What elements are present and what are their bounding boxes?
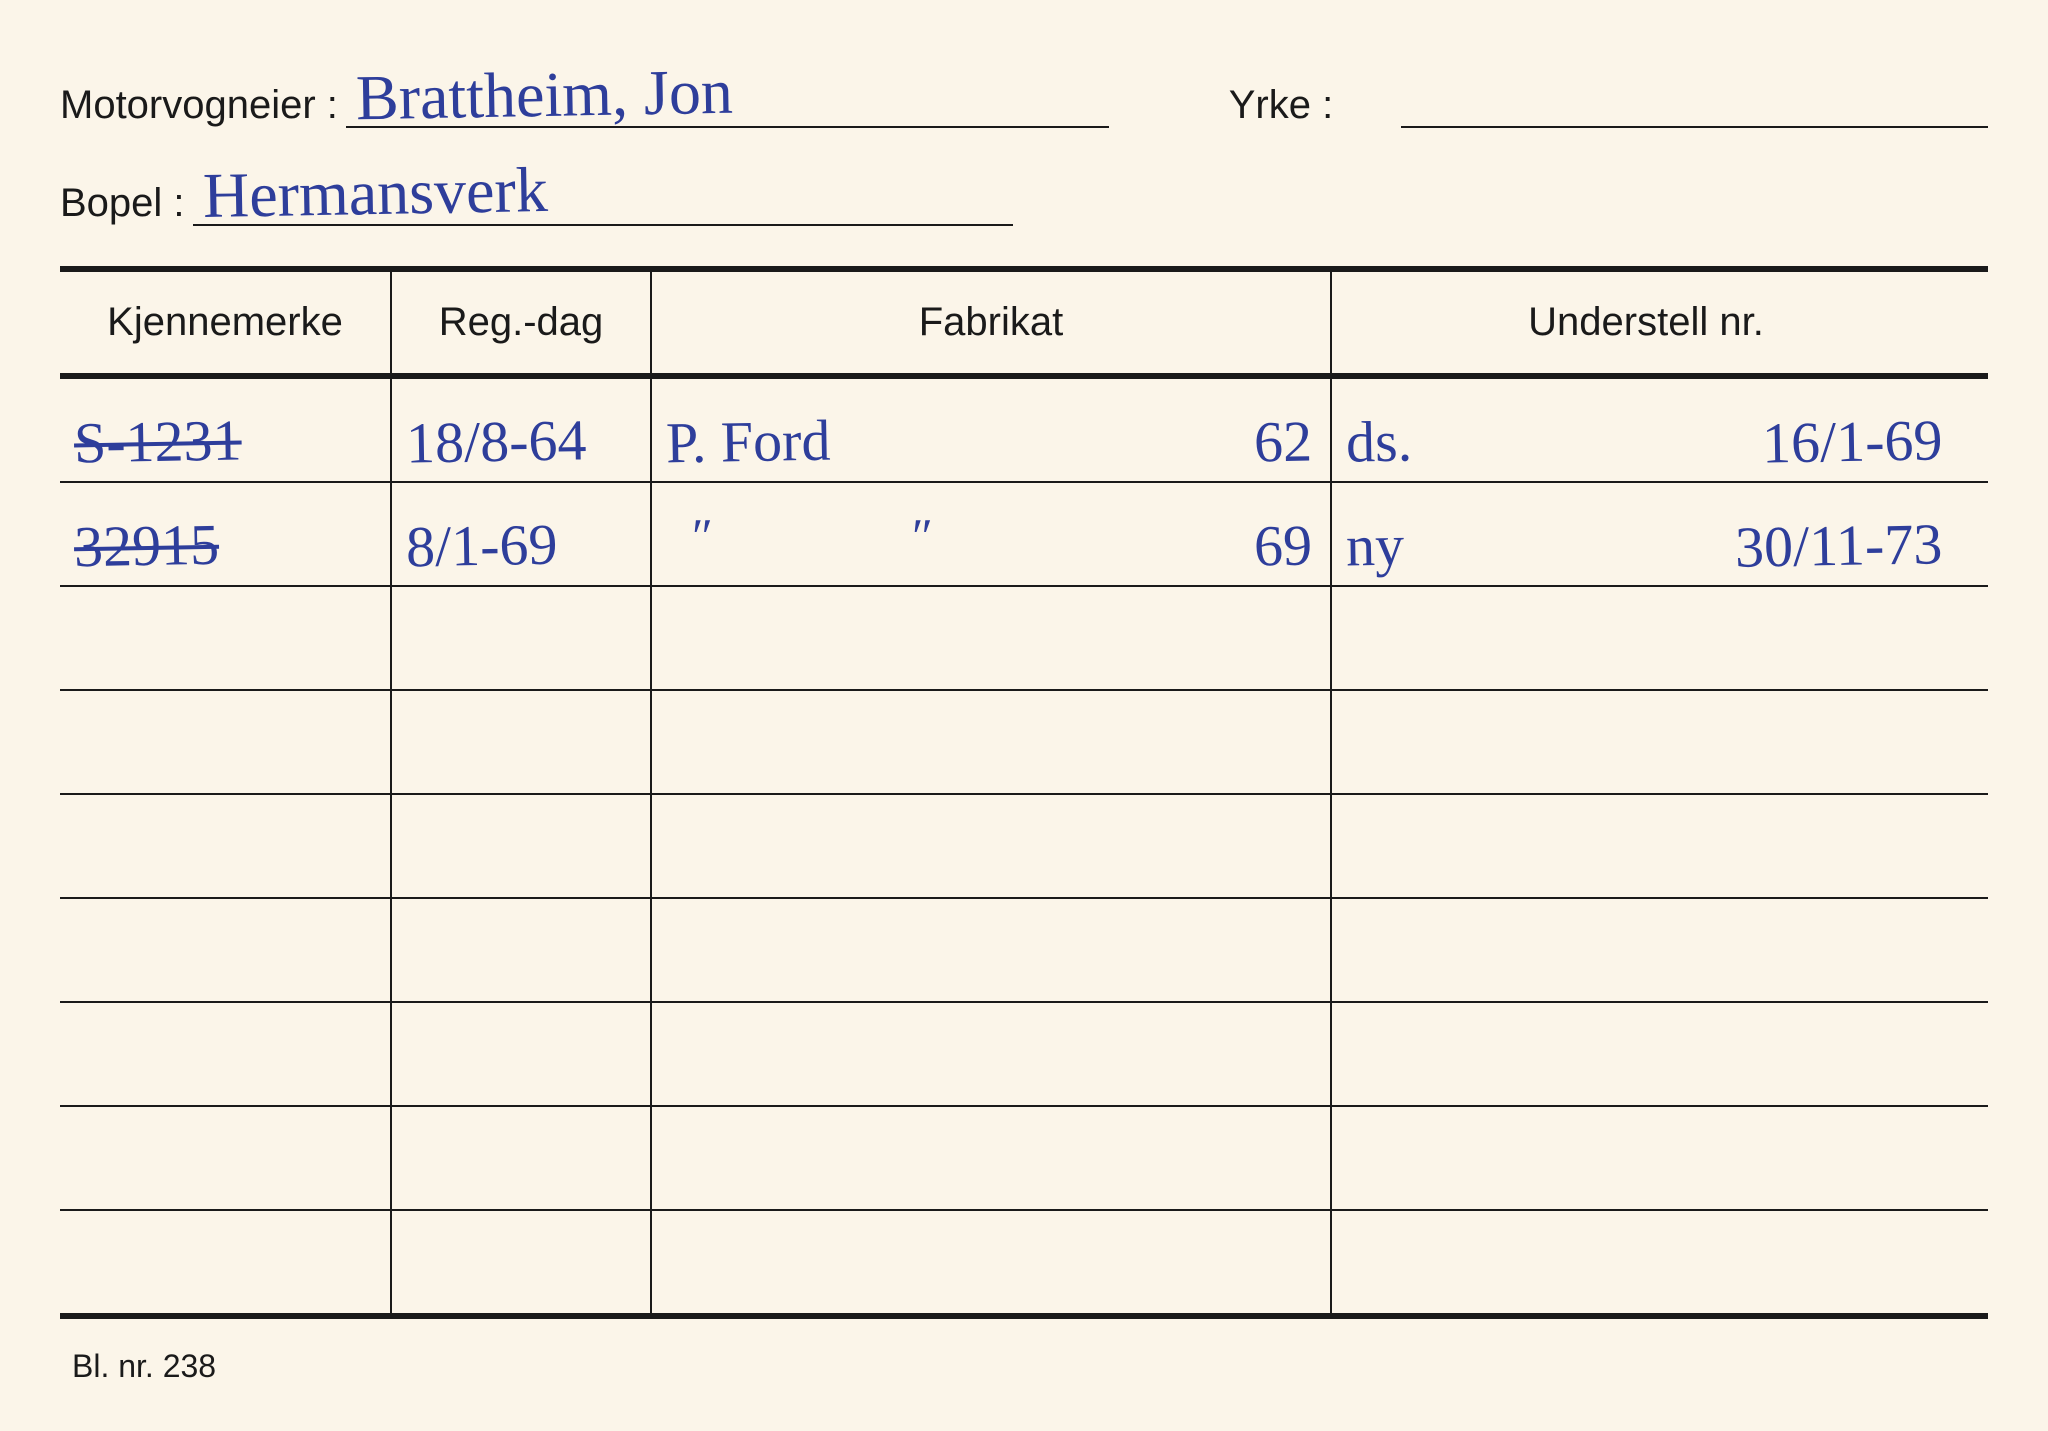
cell-kjennemerke: 32915 <box>60 483 390 585</box>
residence-value: Hermansverk <box>202 153 548 233</box>
occupation-field <box>1401 70 1988 128</box>
cell-regdag: 8/1-69 <box>390 483 650 585</box>
owner-label: Motorvogneier : <box>60 83 346 128</box>
table-row <box>60 691 1988 795</box>
cell-understell: ds. 16/1-69 <box>1330 379 1960 481</box>
residence-field: Hermansverk <box>193 168 1013 226</box>
registration-card: Motorvogneier : Brattheim, Jon Yrke : Bo… <box>0 0 2048 1431</box>
occupation-label: Yrke : <box>1229 83 1341 128</box>
kjennemerke-value: S-1231 <box>73 407 242 477</box>
cell-fabrikat: P. Ford 62 <box>650 379 1330 481</box>
ditto-mark: ʺ <box>912 507 930 565</box>
cell-understell: ny 30/11-73 <box>1330 483 1960 585</box>
col-header-kjennemerke: Kjennemerke <box>60 272 390 373</box>
table-row <box>60 1211 1988 1313</box>
table-row <box>60 1107 1988 1211</box>
fabrikat-year: 62 <box>1253 407 1312 475</box>
cell-regdag: 18/8-64 <box>390 379 650 481</box>
residence-label: Bopel : <box>60 181 193 226</box>
owner-value: Brattheim, Jon <box>355 55 733 136</box>
form-number: Bl. nr. 238 <box>72 1348 216 1385</box>
understell-date: 16/1-69 <box>1761 406 1943 476</box>
cell-kjennemerke: S-1231 <box>60 379 390 481</box>
header-row-residence: Bopel : Hermansverk <box>60 168 1988 226</box>
regdag-value: 18/8-64 <box>405 406 587 476</box>
ditto-mark: ʺ <box>692 507 710 565</box>
regdag-value: 8/1-69 <box>405 511 558 581</box>
understell-note: ds. <box>1345 407 1412 475</box>
col-header-fabrikat: Fabrikat <box>650 272 1330 373</box>
table-row <box>60 1003 1988 1107</box>
kjennemerke-value: 32915 <box>73 511 219 581</box>
table-row: 32915 8/1-69 ʺ ʺ 69 ny 30/11-73 <box>60 483 1988 587</box>
header-row-owner-occupation: Motorvogneier : Brattheim, Jon Yrke : <box>60 70 1988 128</box>
table-row <box>60 587 1988 691</box>
table-header-row: Kjennemerke Reg.-dag Fabrikat Understell… <box>60 272 1988 379</box>
understell-date: 30/11-73 <box>1734 510 1942 581</box>
owner-field: Brattheim, Jon <box>346 70 1109 128</box>
cell-fabrikat: ʺ ʺ 69 <box>650 483 1330 585</box>
table-row <box>60 795 1988 899</box>
vehicle-table: Kjennemerke Reg.-dag Fabrikat Understell… <box>60 266 1988 1319</box>
col-header-understell: Understell nr. <box>1330 272 1960 373</box>
table-row <box>60 899 1988 1003</box>
table-row: S-1231 18/8-64 P. Ford 62 ds. 16/1-69 <box>60 379 1988 483</box>
fabrikat-year: 69 <box>1253 511 1312 579</box>
fabrikat-text: P. Ford <box>665 407 831 477</box>
col-header-regdag: Reg.-dag <box>390 272 650 373</box>
understell-note: ny <box>1345 511 1404 579</box>
